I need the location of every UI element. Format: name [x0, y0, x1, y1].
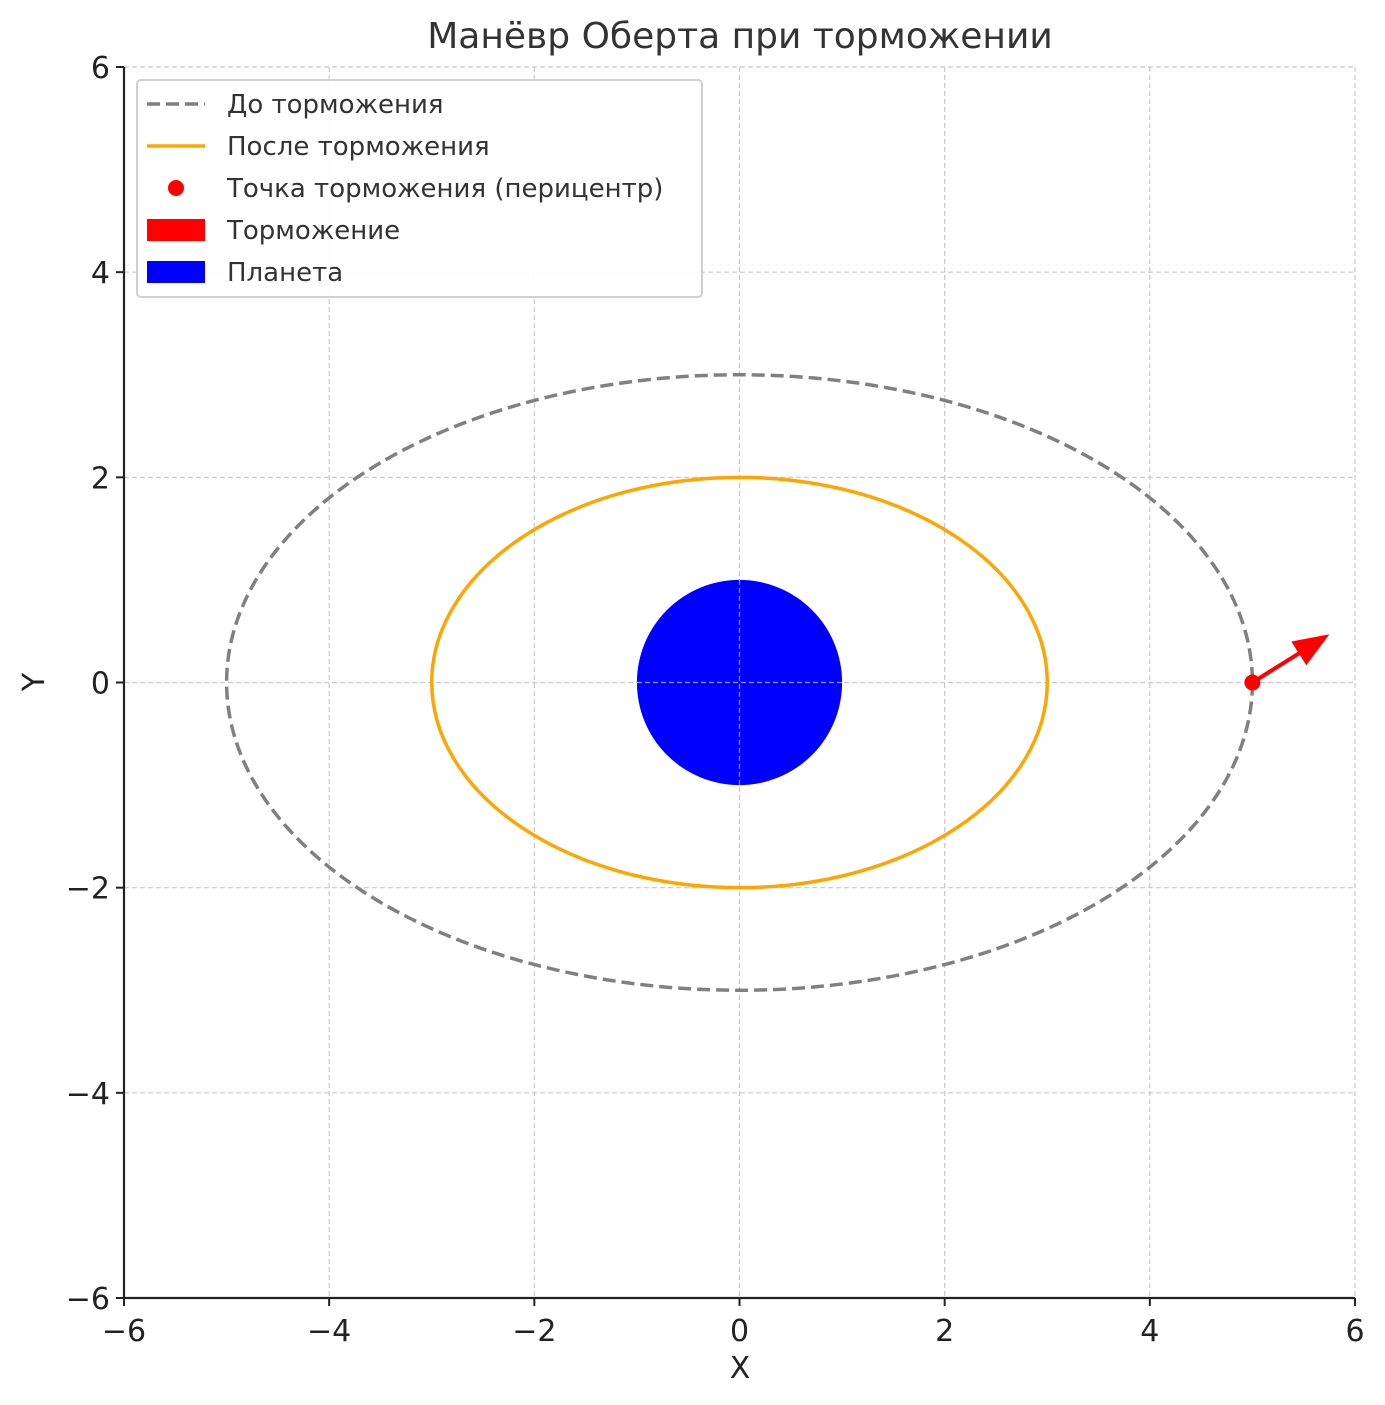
plot-area [224, 373, 1330, 992]
x-tick-label: 2 [935, 1314, 954, 1349]
braking-arrow [1251, 634, 1330, 685]
x-tick-label: −4 [307, 1314, 351, 1349]
x-tick-label: 6 [1345, 1314, 1364, 1349]
braking-point-marker [1244, 674, 1261, 691]
y-tick-label: −6 [66, 1282, 110, 1317]
x-axis-label: X [730, 1351, 751, 1386]
y-tick-label: −4 [66, 1077, 110, 1112]
y-tick-label: 4 [91, 256, 110, 291]
legend-entry-label: До торможения [227, 90, 444, 120]
y-tick-label: −2 [66, 872, 110, 907]
y-axis-label: Y [17, 672, 52, 692]
x-tick-label: 4 [1140, 1314, 1159, 1349]
y-tick-label: 6 [91, 51, 110, 86]
x-tick-label: −6 [102, 1314, 146, 1349]
legend-box [136, 79, 703, 298]
legend-entry-label: Точка торможения (перицентр) [226, 174, 663, 204]
axes: −6 −4 −2 0 2 4 6 −6 −4 −2 0 2 4 6 [66, 51, 1365, 1349]
legend-entry-label: Торможение [226, 216, 400, 246]
legend-handle-patch [147, 219, 205, 241]
x-tick-label: −2 [512, 1314, 556, 1349]
orbit-after-line [430, 475, 1049, 890]
legend-handle-patch [147, 261, 205, 283]
legend-entry-label: Планета [227, 258, 343, 288]
chart-title: Манёвр Оберта при торможении [427, 16, 1053, 57]
planet-disc [636, 579, 843, 786]
legend-entry-label: После торможения [227, 132, 490, 162]
x-tick-label: 0 [730, 1314, 749, 1349]
y-tick-label: 0 [91, 667, 110, 702]
legend: До торможения После торможения Точка тормо… [136, 79, 703, 298]
legend-handle-marker [168, 180, 184, 196]
y-tick-label: 2 [91, 461, 110, 496]
